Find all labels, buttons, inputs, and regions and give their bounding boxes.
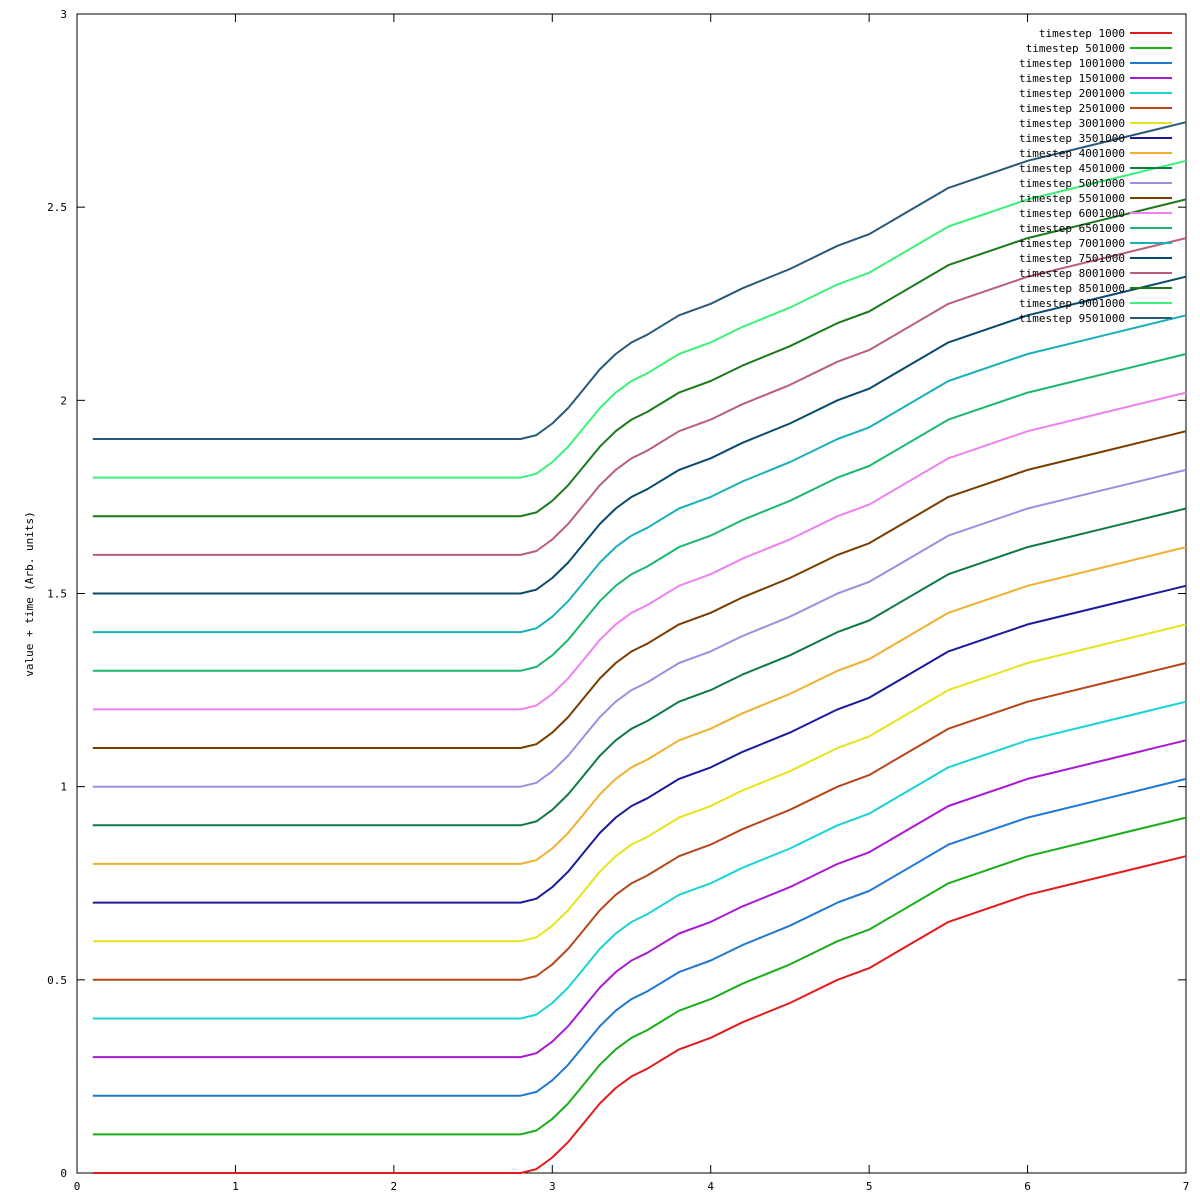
series-line-14 <box>92 314 1187 634</box>
x-tick-label: 4 <box>707 1180 714 1193</box>
legend-label: timestep 1501000 <box>1019 72 1125 85</box>
legend-label: timestep 5001000 <box>1019 177 1125 190</box>
x-tick-label: 7 <box>1183 1180 1190 1193</box>
x-tick-label: 0 <box>74 1180 81 1193</box>
legend-label: timestep 3001000 <box>1019 117 1125 130</box>
legend-label: timestep 3501000 <box>1019 132 1125 145</box>
y-tick-label: 1 <box>60 781 67 794</box>
legend-label: timestep 4001000 <box>1019 147 1125 160</box>
legend-label: timestep 8001000 <box>1019 267 1125 280</box>
series-line-17 <box>92 198 1187 518</box>
y-tick-label: 3 <box>60 8 67 21</box>
series-line-5 <box>92 662 1187 981</box>
series-lines <box>92 121 1187 1174</box>
series-line-0 <box>92 855 1187 1174</box>
series-line-16 <box>92 237 1187 556</box>
legend-label: timestep 6001000 <box>1019 207 1125 220</box>
legend-label: timestep 1001000 <box>1019 57 1125 70</box>
legend-label: timestep 8501000 <box>1019 282 1125 295</box>
legend-label: timestep 501000 <box>1026 42 1125 55</box>
series-line-13 <box>92 353 1187 672</box>
x-tick-label: 5 <box>866 1180 873 1193</box>
legend-label: timestep 7001000 <box>1019 237 1125 250</box>
legend-label: timestep 6501000 <box>1019 222 1125 235</box>
series-line-11 <box>92 430 1187 749</box>
legend-label: timestep 2501000 <box>1019 102 1125 115</box>
x-tick-label: 1 <box>232 1180 239 1193</box>
legend-label: timestep 4501000 <box>1019 162 1125 175</box>
x-tick-label: 3 <box>549 1180 556 1193</box>
y-tick-label: 2.5 <box>47 201 67 214</box>
y-tick-label: 1.5 <box>47 588 67 601</box>
series-line-4 <box>92 700 1187 1020</box>
y-tick-label: 0.5 <box>47 974 67 987</box>
legend-label: timestep 1000 <box>1039 27 1125 40</box>
series-line-2 <box>92 777 1187 1097</box>
series-line-10 <box>92 468 1187 788</box>
legend-label: timestep 2001000 <box>1019 87 1125 100</box>
series-line-7 <box>92 584 1187 904</box>
legend-label: timestep 5501000 <box>1019 192 1125 205</box>
x-tick-label: 2 <box>391 1180 398 1193</box>
series-line-19 <box>92 121 1187 440</box>
legend-label: timestep 7501000 <box>1019 252 1125 265</box>
series-line-6 <box>92 623 1187 943</box>
y-tick-label: 2 <box>60 394 67 407</box>
y-tick-label: 0 <box>60 1167 67 1180</box>
series-line-9 <box>92 507 1187 827</box>
axis-ticks: 0 1 2 3 4 5 6 7 0 0.5 1 1.5 2 2.5 3 <box>47 8 1189 1193</box>
legend-label: timestep 9001000 <box>1019 297 1125 310</box>
x-tick-label: 6 <box>1024 1180 1031 1193</box>
series-line-18 <box>92 159 1187 479</box>
series-line-3 <box>92 739 1187 1059</box>
series-line-8 <box>92 546 1187 865</box>
series-line-12 <box>92 391 1187 711</box>
y-axis-label: value + time (Arb. units) <box>23 511 36 677</box>
series-line-1 <box>92 816 1187 1136</box>
legend-label: timestep 9501000 <box>1019 312 1125 325</box>
series-line-15 <box>92 275 1187 595</box>
legend: timestep 1000 timestep 501000 timestep 100… <box>1019 27 1172 325</box>
